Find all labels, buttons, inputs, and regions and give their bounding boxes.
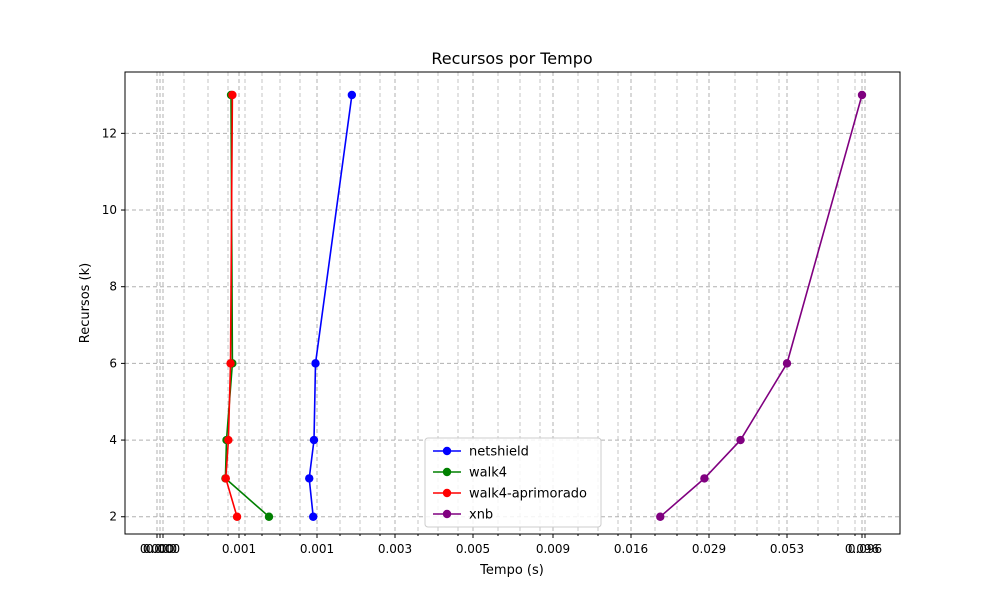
x-tick-label: 0.005 bbox=[456, 542, 490, 556]
x-axis-label: Tempo (s) bbox=[479, 563, 544, 578]
data-point-xnb bbox=[782, 359, 792, 368]
x-tick-label: 0.000 bbox=[140, 542, 174, 556]
data-point-walk4 bbox=[264, 512, 274, 521]
legend-label: xnb bbox=[469, 508, 493, 523]
data-point-xnb bbox=[736, 435, 745, 445]
legend-marker bbox=[442, 467, 452, 477]
x-tick-label: 0.029 bbox=[692, 542, 726, 556]
legend-item-netshield: netshield bbox=[433, 445, 529, 460]
y-tick-label: 8 bbox=[109, 280, 117, 294]
y-tick-label: 10 bbox=[102, 203, 117, 217]
y-tick-label: 2 bbox=[109, 510, 117, 524]
legend-marker bbox=[442, 509, 452, 519]
x-tick-label: 0.096 bbox=[845, 542, 879, 556]
legend-label: walk4 bbox=[469, 466, 507, 481]
data-point-netshield bbox=[311, 359, 320, 368]
y-tick-label: 12 bbox=[102, 126, 117, 140]
series-xnb bbox=[656, 90, 867, 521]
legend-marker bbox=[442, 446, 452, 456]
data-point-xnb bbox=[656, 512, 665, 521]
legend-marker bbox=[442, 488, 452, 498]
data-point-netshield bbox=[347, 90, 357, 100]
y-ticks: 2 4 6 8 10 12 bbox=[102, 126, 125, 524]
data-point-netshield bbox=[309, 512, 318, 521]
plot-frame bbox=[124, 71, 901, 535]
series-walk4-aprimorado bbox=[221, 90, 242, 521]
y-tick-label: 6 bbox=[109, 356, 117, 370]
data-point-walk4-aprimorado bbox=[228, 90, 237, 100]
legend-label: netshield bbox=[469, 445, 529, 460]
data-point-walk4-aprimorado bbox=[224, 435, 233, 445]
x-tick-label: 0.003 bbox=[378, 542, 412, 556]
data-point-walk4-aprimorado bbox=[226, 359, 235, 368]
series-layer bbox=[221, 90, 867, 521]
legend-item-xnb: xnb bbox=[433, 508, 493, 523]
y-axis-label: Recursos (k) bbox=[78, 263, 93, 343]
x-tick-label: 0.000 bbox=[143, 542, 177, 556]
legend-item-walk4: walk4 bbox=[433, 466, 507, 481]
x-tick-label: 0.000 bbox=[146, 542, 180, 556]
data-point-walk4-aprimorado bbox=[232, 512, 242, 521]
legend-item-walk4-aprimorado: walk4-aprimorado bbox=[433, 487, 587, 502]
x-tick-label: 0.096 bbox=[848, 542, 882, 556]
grid bbox=[125, 72, 900, 534]
data-point-walk4-aprimorado bbox=[221, 474, 230, 483]
data-point-netshield bbox=[305, 474, 314, 483]
series-netshield bbox=[305, 90, 357, 521]
legend: netshield walk4 walk4-aprimorado xnb bbox=[424, 437, 602, 528]
x-tick-label: 0.016 bbox=[614, 542, 648, 556]
x-tick-label: 0.009 bbox=[536, 542, 570, 556]
x-tick-label: 0.001 bbox=[300, 542, 334, 556]
x-tick-label: 0.053 bbox=[770, 542, 804, 556]
data-point-xnb bbox=[700, 474, 709, 483]
data-point-netshield bbox=[309, 435, 319, 445]
legend-label: walk4-aprimorado bbox=[469, 487, 587, 502]
data-point-xnb bbox=[857, 90, 867, 100]
chart-title: Recursos por Tempo bbox=[431, 49, 592, 68]
y-tick-label: 4 bbox=[109, 433, 117, 447]
x-tick-label: 0.001 bbox=[222, 542, 256, 556]
legend-box bbox=[424, 437, 602, 528]
